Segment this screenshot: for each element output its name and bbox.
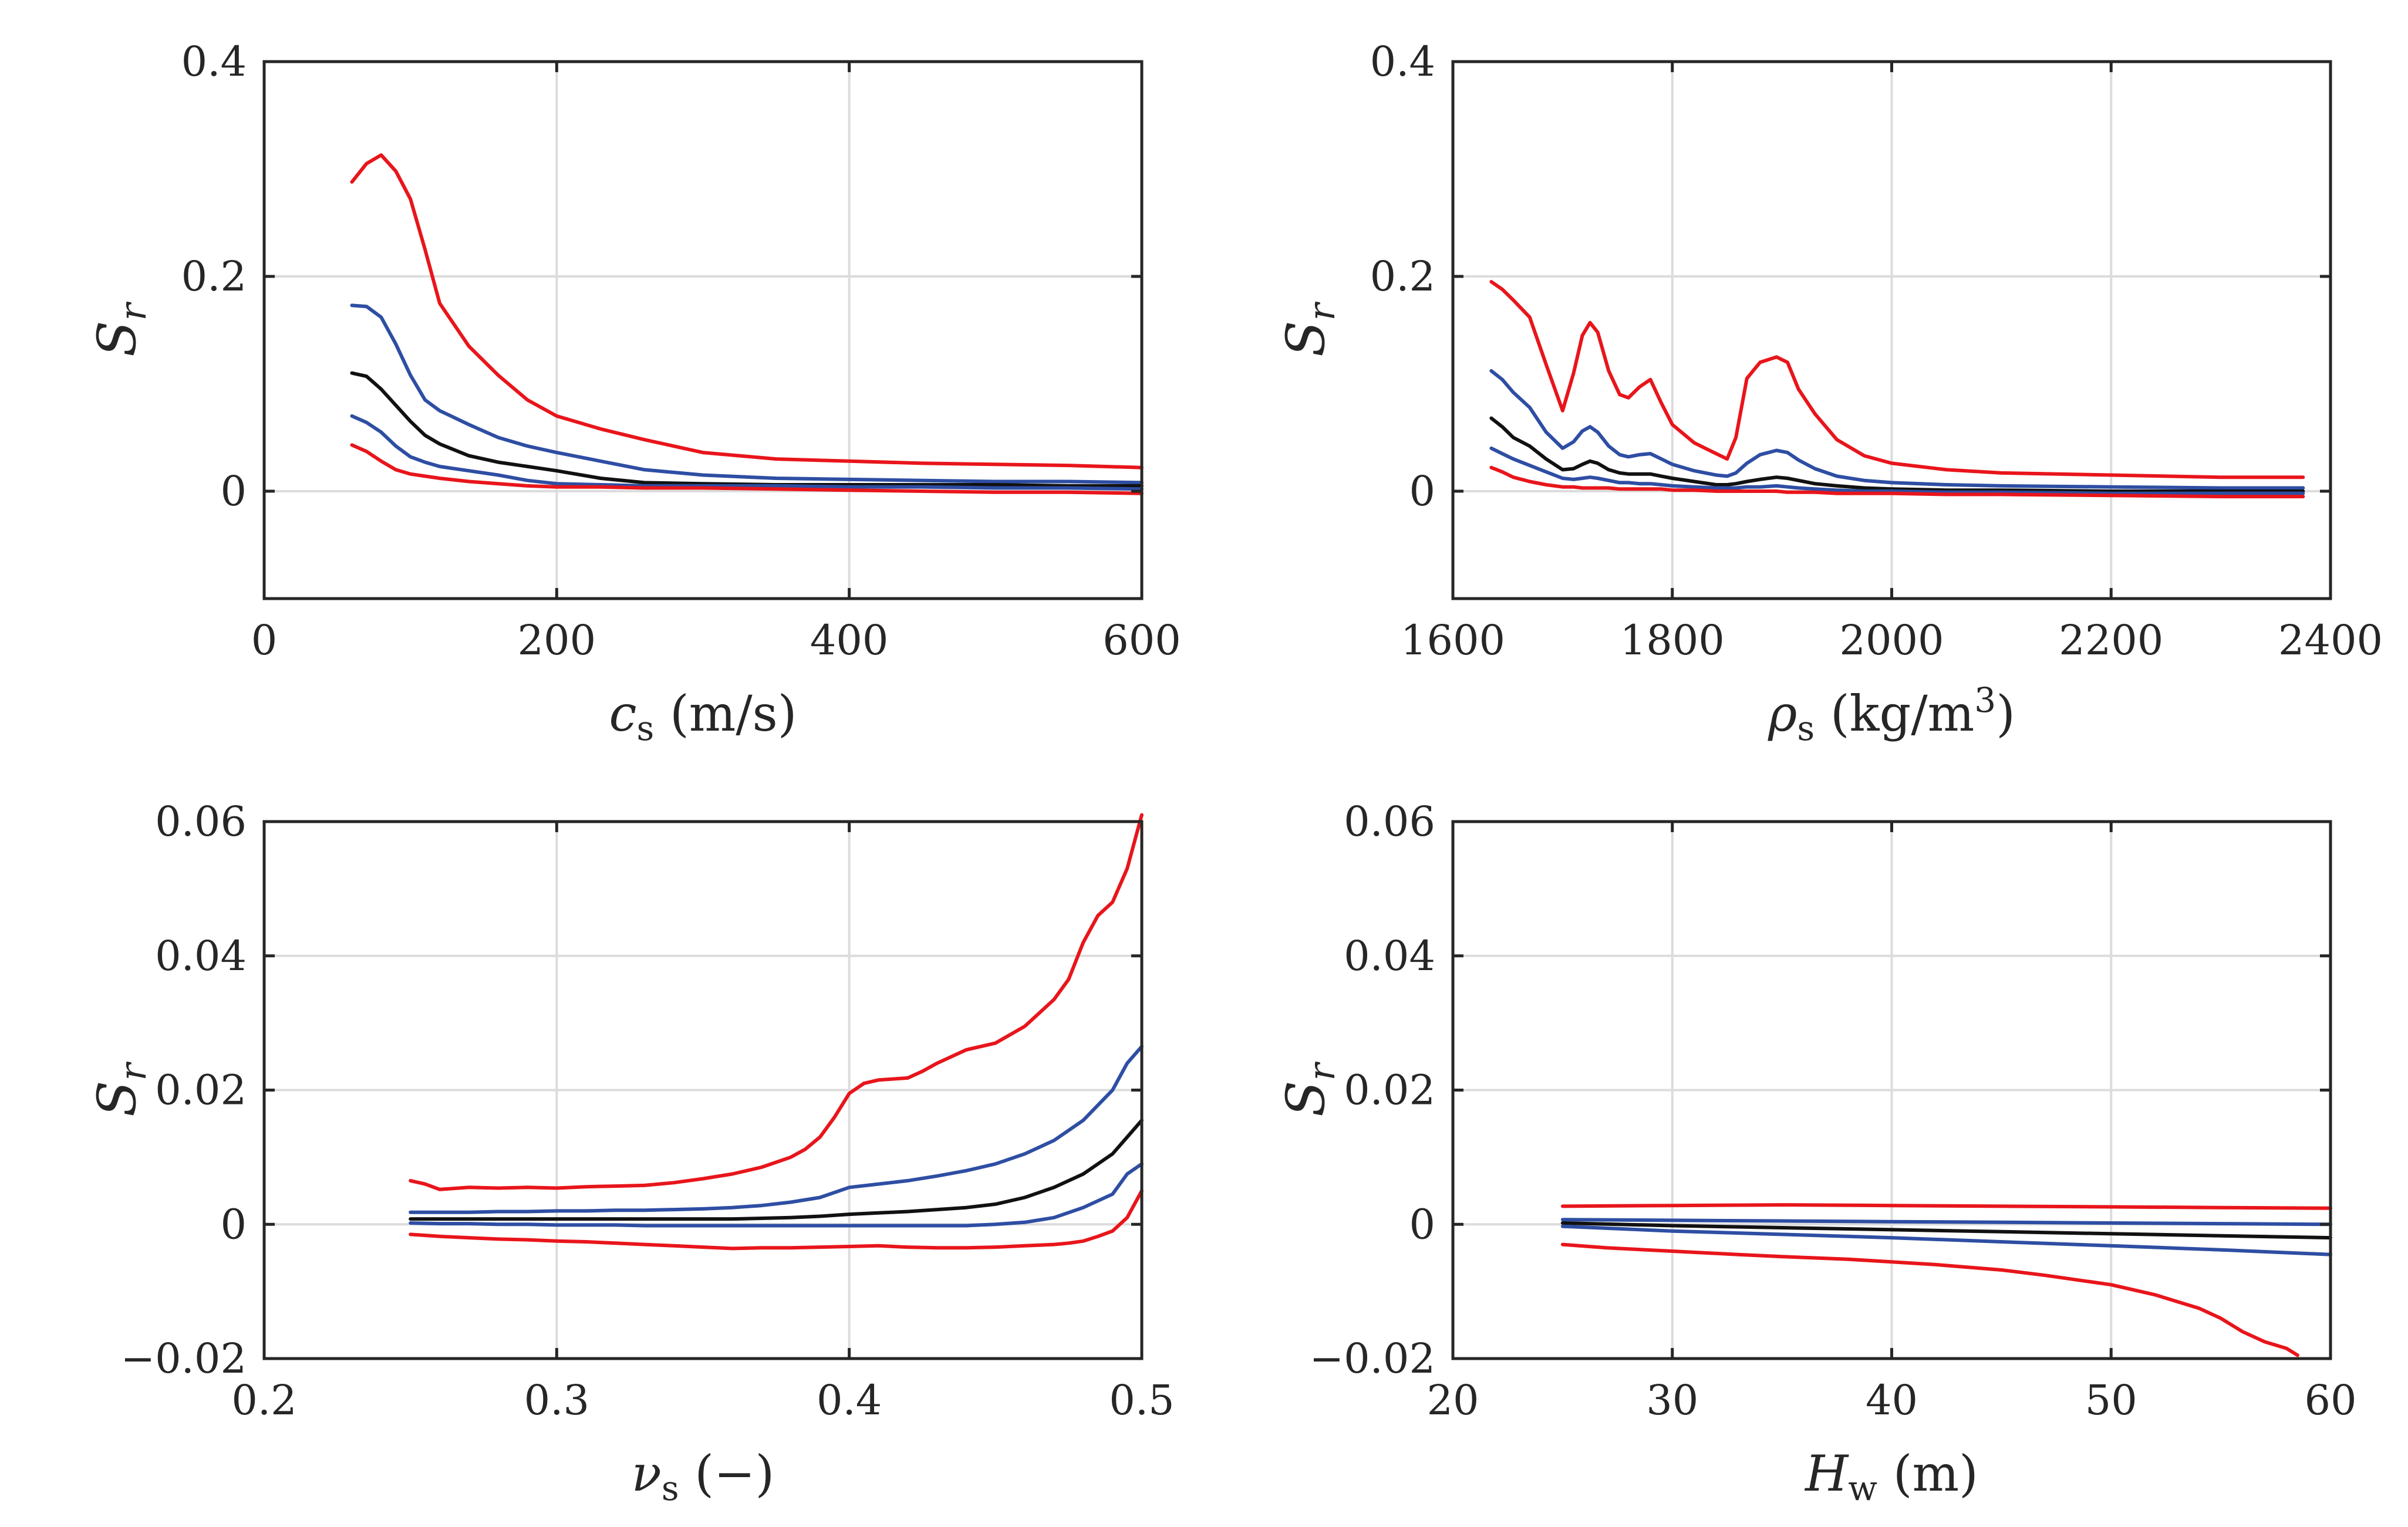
y-tick-label: −0.02	[1309, 1335, 1435, 1383]
y-tick-label: 0	[1409, 1200, 1435, 1248]
y-tick-label: 0	[1409, 467, 1435, 515]
series-line-2	[1489, 416, 2305, 493]
x-tick-label: 0	[251, 616, 278, 664]
y-tick-label: 0.04	[155, 932, 247, 980]
x-tick-label: 1600	[1401, 616, 1505, 664]
series-line-3	[1489, 446, 2305, 495]
x-tick-label: 1800	[1620, 616, 1725, 664]
y-tick-label: 0.4	[1370, 38, 1435, 86]
panel-water-depth: 20 30 40 50 60 −0.02 0 0.02 0.04 0.06 Sr Hw (m)	[1275, 798, 2357, 1508]
series-line-1	[1560, 1218, 2332, 1227]
x-tick-label: 2200	[2059, 616, 2163, 664]
x-tick-label: 0.5	[1109, 1376, 1174, 1424]
x-tick-label: 0.2	[231, 1376, 296, 1424]
x-tick-label: 20	[1426, 1376, 1479, 1424]
y-tick-label: 0.02	[1344, 1066, 1435, 1114]
x-tick-label: 200	[518, 616, 596, 664]
series-line-3	[350, 414, 1144, 491]
y-axis-label: Sr	[1275, 301, 1343, 357]
series-line-1	[1489, 369, 2305, 490]
x-axis-label: cs (m/s)	[609, 685, 797, 748]
series-line-2	[409, 1119, 1144, 1221]
y-tick-label: 0.02	[155, 1066, 247, 1114]
y-axis-label: Sr	[86, 1061, 154, 1117]
series-line-0	[350, 153, 1144, 469]
y-tick-label: 0.2	[181, 252, 247, 300]
x-axis-label: Hw (m)	[1804, 1445, 1978, 1508]
x-axis-label: ρs (kg/m3)	[1768, 680, 2015, 748]
series-line-1	[409, 1045, 1144, 1214]
series-line-3	[409, 1162, 1144, 1228]
x-tick-label: 50	[2085, 1376, 2137, 1424]
x-tick-label: 30	[1646, 1376, 1698, 1424]
y-tick-label: 0.06	[155, 798, 247, 846]
y-tick-label: 0	[220, 467, 247, 515]
series-line-3	[1560, 1224, 2332, 1256]
y-tick-label: 0.06	[1344, 798, 1435, 846]
x-tick-label: 2000	[1839, 616, 1944, 664]
series-line-0	[1489, 280, 2305, 479]
series-line-4	[350, 443, 1144, 495]
y-tick-label: 0.04	[1344, 932, 1435, 980]
y-axis-label: Sr	[86, 301, 154, 357]
x-tick-label: 40	[1866, 1376, 1918, 1424]
y-tick-label: −0.02	[120, 1335, 247, 1383]
x-tick-label: 0.3	[524, 1376, 589, 1424]
panel-poisson-ratio: 0.2 0.3 0.4 0.5 −0.02 0 0.02 0.04 0.06 Sr νs (−)	[86, 798, 1175, 1508]
axes-box	[262, 60, 1144, 600]
y-tick-label: 0.4	[181, 38, 247, 86]
x-tick-label: 400	[810, 616, 889, 664]
series-line-0	[1560, 1203, 2332, 1210]
y-tick-label: 0	[220, 1200, 247, 1248]
series-line-0	[409, 813, 1144, 1191]
x-tick-label: 2400	[2278, 616, 2383, 664]
panel-shear-wave-velocity: 0 200 400 600 0 0.2 0.4 Sr cs (m/s)	[86, 38, 1181, 748]
y-axis-label: Sr	[1275, 1061, 1343, 1117]
x-tick-label: 60	[2304, 1376, 2356, 1424]
series-line-4	[1489, 465, 2305, 499]
x-tick-label: 0.4	[817, 1376, 882, 1424]
x-tick-label: 600	[1102, 616, 1181, 664]
series-line-4	[409, 1189, 1144, 1251]
y-tick-label: 0.2	[1370, 252, 1435, 300]
series-line-4	[1560, 1242, 2299, 1357]
series-line-1	[350, 303, 1144, 485]
series-line-2	[1560, 1221, 2332, 1240]
panel-soil-density: 1600 1800 2000 2200 2400 0 0.2 0.4 Sr ρs (kg/m3)	[1275, 38, 2383, 748]
series-line-2	[350, 371, 1144, 488]
x-axis-label: νs (−)	[632, 1445, 774, 1508]
